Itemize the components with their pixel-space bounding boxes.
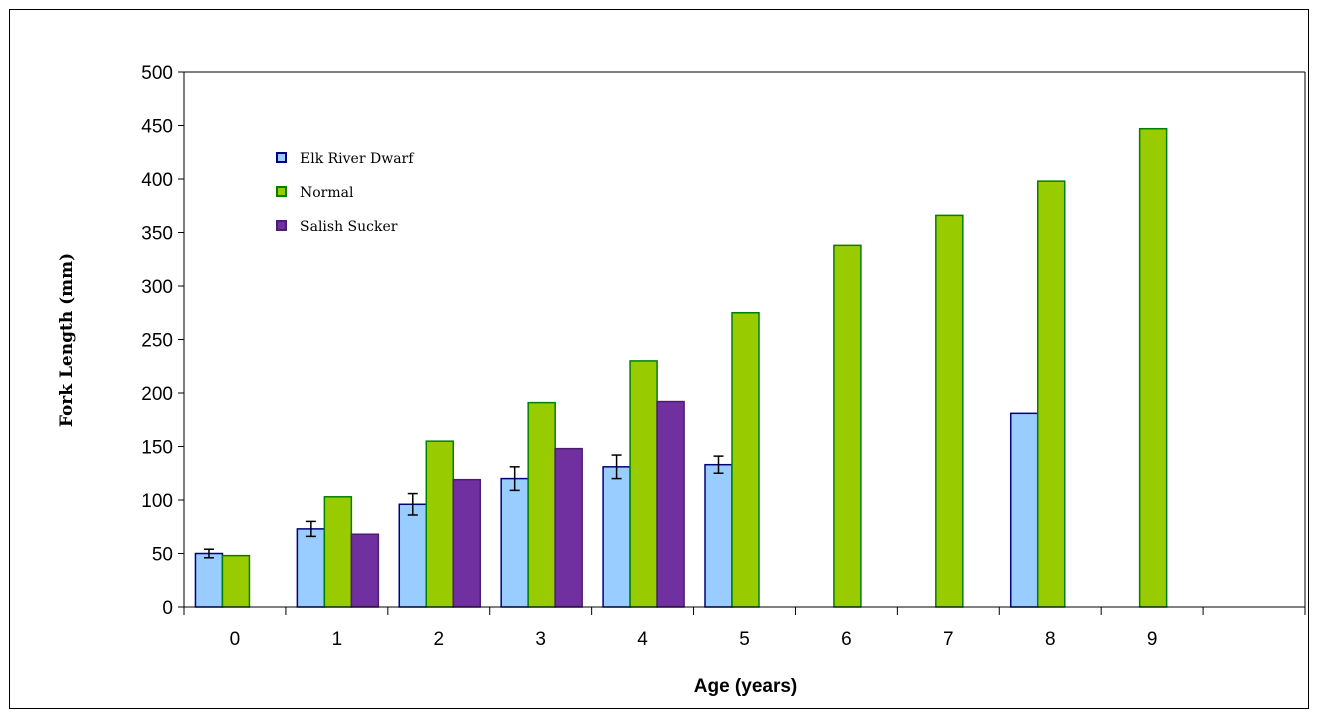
x-tick-label: 6: [841, 629, 852, 650]
bar-elk-river-dwarf-age-1: [296, 528, 326, 608]
bar-normal-age-2: [425, 440, 455, 608]
error-bar-elk-river-dwarf-age-3: [509, 466, 520, 492]
y-tick-label: 300: [141, 277, 173, 298]
bar-salish-sucker-age-2: [452, 478, 482, 608]
error-bar-elk-river-dwarf-age-4: [611, 454, 622, 480]
bar-salish-sucker-age-4: [656, 400, 685, 608]
bar-salish-sucker-age-3: [554, 447, 583, 608]
bar-normal-age-7: [935, 214, 964, 608]
x-tick-label: 4: [637, 629, 648, 650]
x-axis-title: Age (years): [694, 676, 798, 697]
bar-elk-river-dwarf-age-3: [500, 477, 529, 608]
bar-normal-age-8: [1036, 180, 1066, 608]
legend-item-normal: Normal: [276, 185, 354, 201]
legend-label-elk-river-dwarf: Elk River Dwarf: [300, 151, 415, 167]
y-axis-title: Fork Length (mm): [57, 253, 77, 427]
bar-normal-age-1: [323, 496, 353, 608]
bar-normal-age-3: [527, 401, 556, 608]
x-tick-label: 9: [1147, 629, 1158, 650]
bar-elk-river-dwarf-age-5: [704, 463, 733, 608]
legend-swatch-salish-sucker: [276, 220, 287, 231]
chart-marks: [194, 127, 1168, 608]
legend-item-elk-river-dwarf: Elk River Dwarf: [276, 151, 415, 167]
legend-item-salish-sucker: Salish Sucker: [276, 219, 398, 235]
y-tick-label: 0: [162, 598, 173, 619]
bar-elk-river-dwarf-age-0: [194, 552, 224, 608]
legend-swatch-normal: [276, 186, 287, 197]
error-bar-elk-river-dwarf-age-5: [713, 455, 724, 474]
error-bar-elk-river-dwarf-age-0: [203, 548, 214, 559]
y-tick-label: 250: [141, 331, 173, 352]
legend: Elk River Dwarf Normal Salish Sucker: [276, 151, 415, 235]
bar-elk-river-dwarf-age-4: [602, 466, 631, 608]
legend-label-normal: Normal: [300, 185, 354, 201]
y-tick-label: 200: [141, 384, 173, 405]
y-tick-label: 50: [152, 545, 173, 566]
x-tick-label: 7: [943, 629, 954, 650]
bar-elk-river-dwarf-age-8: [1009, 412, 1039, 608]
y-tick-label: 450: [141, 117, 173, 138]
legend-label-salish-sucker: Salish Sucker: [300, 219, 398, 235]
y-tick-label: 150: [141, 438, 173, 459]
error-bar-elk-river-dwarf-age-1: [305, 520, 316, 538]
chart-ticks: 0 50 100 150 200 250 300 350 400 450 500 0 1 2 3 4 5 6 7 8 9: [141, 63, 1306, 650]
bar-normal-age-6: [833, 244, 862, 608]
x-tick-label: 5: [739, 629, 750, 650]
bar-normal-age-9: [1138, 127, 1168, 608]
bar-normal-age-5: [731, 312, 760, 608]
bar-elk-river-dwarf-age-2: [398, 503, 428, 608]
bar-normal-age-0: [221, 554, 251, 608]
y-tick-label: 500: [141, 63, 173, 84]
x-tick-label: 2: [433, 629, 444, 650]
x-tick-label: 0: [230, 629, 241, 650]
legend-swatch-elk-river-dwarf: [276, 152, 287, 163]
x-tick-label: 1: [332, 629, 343, 650]
bar-normal-age-4: [629, 360, 658, 608]
y-tick-label: 400: [141, 170, 173, 191]
y-tick-label: 100: [141, 491, 173, 512]
error-bar-elk-river-dwarf-age-2: [407, 492, 418, 516]
bar-salish-sucker-age-1: [350, 533, 380, 608]
x-tick-label: 3: [535, 629, 546, 650]
y-tick-label: 350: [141, 224, 173, 245]
x-tick-label: 8: [1045, 629, 1056, 650]
